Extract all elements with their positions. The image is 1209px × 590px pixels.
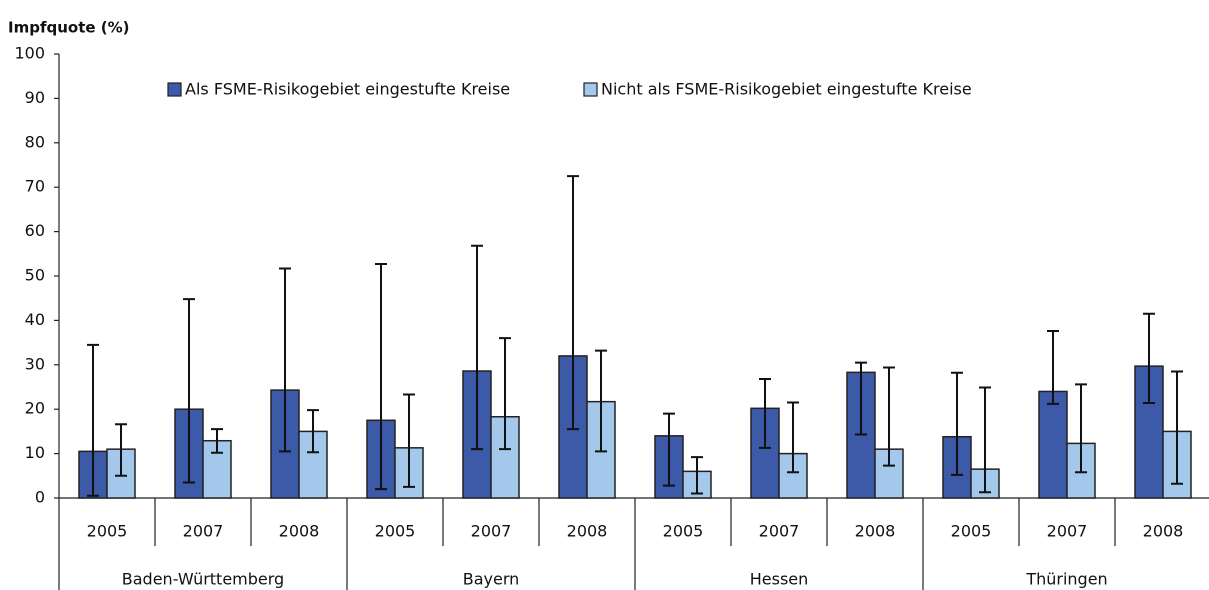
group-label: Bayern xyxy=(463,570,520,589)
error-bar xyxy=(759,378,771,449)
group-label: Baden-Württemberg xyxy=(122,570,284,589)
error-bar xyxy=(1143,312,1155,404)
y-tick-label: 40 xyxy=(25,310,45,329)
y-tick-label: 80 xyxy=(25,132,45,151)
error-bar xyxy=(375,263,387,491)
x-tick-label: 2007 xyxy=(759,522,800,541)
group-label: Hessen xyxy=(750,570,809,589)
error-bar xyxy=(403,393,415,488)
legend-swatch xyxy=(167,82,182,97)
x-tick-label: 2005 xyxy=(87,522,128,541)
group-label: Thüringen xyxy=(1025,570,1107,589)
x-tick-label: 2007 xyxy=(183,522,224,541)
error-bar xyxy=(951,371,963,476)
error-bar xyxy=(883,366,895,467)
legend-label: Als FSME-Risikogebiet eingestufte Kreise xyxy=(185,80,510,99)
y-tick-label: 30 xyxy=(25,354,45,373)
y-tick-label: 90 xyxy=(25,88,45,107)
error-bar xyxy=(787,401,799,474)
x-tick-label: 2008 xyxy=(1143,522,1184,541)
error-bar xyxy=(499,337,511,451)
y-tick-label: 0 xyxy=(35,488,45,507)
error-bar xyxy=(855,361,867,436)
x-tick-label: 2008 xyxy=(279,522,320,541)
y-tick-label: 60 xyxy=(25,221,45,240)
error-bar xyxy=(183,298,195,484)
y-tick-label: 50 xyxy=(25,266,45,285)
x-tick-label: 2007 xyxy=(471,522,512,541)
y-tick-label: 10 xyxy=(25,443,45,462)
legend-swatch xyxy=(583,82,598,97)
x-tick-label: 2005 xyxy=(375,522,416,541)
y-axis-title: Impfquote (%) xyxy=(8,19,130,37)
error-bar xyxy=(1171,370,1183,485)
error-bar xyxy=(979,386,991,494)
error-bar xyxy=(307,409,319,454)
error-bar xyxy=(691,456,703,495)
x-tick-label: 2008 xyxy=(567,522,608,541)
error-bar xyxy=(1075,383,1087,474)
y-tick-label: 100 xyxy=(14,44,45,63)
error-bar xyxy=(87,343,99,497)
error-bar xyxy=(115,423,127,477)
y-tick-label: 70 xyxy=(25,177,45,196)
error-bar xyxy=(279,267,291,453)
error-bar xyxy=(471,244,483,451)
error-bar xyxy=(663,412,675,487)
error-bar xyxy=(595,349,607,453)
x-tick-label: 2007 xyxy=(1047,522,1088,541)
error-bar xyxy=(567,175,579,431)
x-tick-label: 2005 xyxy=(663,522,704,541)
y-tick-label: 20 xyxy=(25,399,45,418)
legend-label: Nicht als FSME-Risikogebiet eingestufte … xyxy=(601,80,972,99)
error-bar xyxy=(211,428,223,454)
error-bar xyxy=(1047,330,1059,405)
bar xyxy=(1038,390,1068,499)
x-tick-label: 2008 xyxy=(855,522,896,541)
x-tick-label: 2005 xyxy=(951,522,992,541)
